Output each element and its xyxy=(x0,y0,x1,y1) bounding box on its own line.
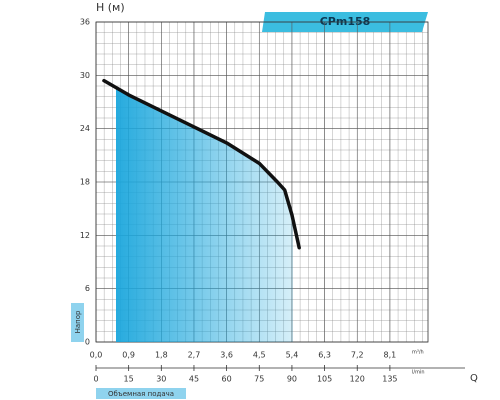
x2-tick-label: 105 xyxy=(317,375,332,384)
x-tick-label: 4,5 xyxy=(253,351,266,360)
x-tick-label: 7,2 xyxy=(351,351,364,360)
x-tick-label: 0,0 xyxy=(90,351,103,360)
y-tick-label: 18 xyxy=(80,178,90,187)
x2-badge-box xyxy=(96,388,186,399)
x2-tick-label: 75 xyxy=(254,375,264,384)
y-tick-label: 12 xyxy=(80,231,90,240)
x-tick-label: 2,7 xyxy=(188,351,201,360)
chart-title: CPm158 xyxy=(320,15,371,28)
x2-tick-label: 60 xyxy=(222,375,232,384)
x-tick-label: 1,8 xyxy=(155,351,168,360)
x2-tick-label: 135 xyxy=(382,375,397,384)
x2-badge: Объемная подача xyxy=(108,390,174,398)
x-tick-label: 6,3 xyxy=(318,351,331,360)
y-tick-label: 24 xyxy=(80,124,90,133)
y-tick-label: 0 xyxy=(85,338,90,347)
y-badge: Напор xyxy=(74,310,82,333)
x2-tick-label: 90 xyxy=(287,375,297,384)
x2-tick-label: 30 xyxy=(156,375,166,384)
y-tick-label: 6 xyxy=(85,284,90,293)
x2-tick-label: 45 xyxy=(189,375,199,384)
y-tick-label: 30 xyxy=(80,71,90,80)
x-tick-label: 8,1 xyxy=(384,351,397,360)
x-tick-label: 3,6 xyxy=(220,351,233,360)
x-unit: m³/h xyxy=(412,350,424,356)
area-fill xyxy=(116,87,293,342)
x-tick-label: 5,4 xyxy=(286,351,299,360)
x2-tick-label: 0 xyxy=(93,375,98,384)
x2-tick-label: 120 xyxy=(350,375,365,384)
curve xyxy=(102,78,301,250)
y-tick-label: 36 xyxy=(80,18,90,27)
x-axis-label: Q xyxy=(470,373,478,384)
y-badge-box xyxy=(71,303,84,342)
x-tick-label: 0,9 xyxy=(122,351,135,360)
x2-unit: l/min xyxy=(412,370,425,376)
y-axis-label: H (м) xyxy=(96,1,125,14)
x2-tick-label: 15 xyxy=(124,375,134,384)
